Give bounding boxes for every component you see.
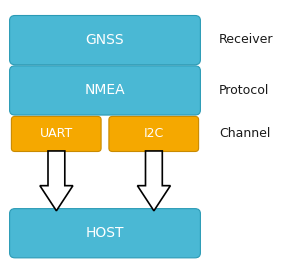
Text: UART: UART (40, 128, 73, 140)
FancyBboxPatch shape (10, 16, 200, 65)
Text: I2C: I2C (144, 128, 164, 140)
Text: Protocol: Protocol (219, 84, 269, 97)
FancyBboxPatch shape (11, 116, 101, 152)
FancyBboxPatch shape (10, 66, 200, 115)
Polygon shape (137, 151, 170, 211)
Text: HOST: HOST (86, 226, 124, 240)
Text: Receiver: Receiver (219, 33, 274, 47)
Text: GNSS: GNSS (86, 33, 124, 47)
Text: NMEA: NMEA (85, 84, 125, 97)
Polygon shape (40, 151, 73, 211)
Text: Channel: Channel (219, 127, 270, 140)
FancyBboxPatch shape (10, 209, 200, 258)
FancyBboxPatch shape (109, 116, 199, 152)
